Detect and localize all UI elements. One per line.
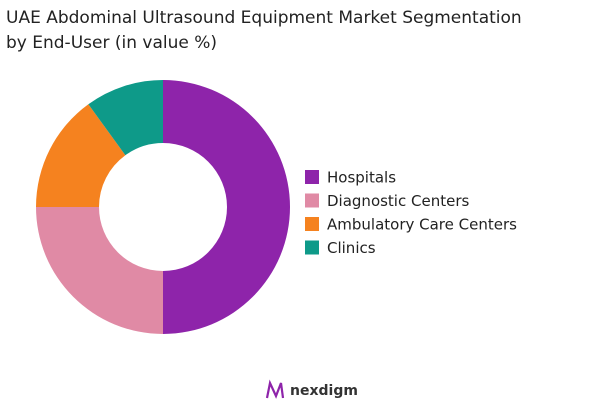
legend-label: Hospitals [327,169,396,187]
donut-slice [36,207,163,334]
logo-icon [265,379,285,399]
legend-label: Ambulatory Care Centers [327,216,517,234]
donut-slice [88,80,163,156]
donut-slice [163,80,290,334]
legend-swatch [305,170,319,184]
donut-slice [36,104,126,207]
legend-label: Clinics [327,239,376,257]
chart-title: UAE Abdominal Ultrasound Equipment Marke… [6,8,522,28]
legend-swatch [305,193,319,208]
chart-title: by End-User (in value %) [6,33,217,53]
legend-label: Diagnostic Centers [327,192,469,210]
legend-swatch [305,240,319,255]
brand-logo: nexdigm [265,379,358,399]
brand-name: nexdigm [290,383,358,399]
legend-swatch [305,217,319,231]
